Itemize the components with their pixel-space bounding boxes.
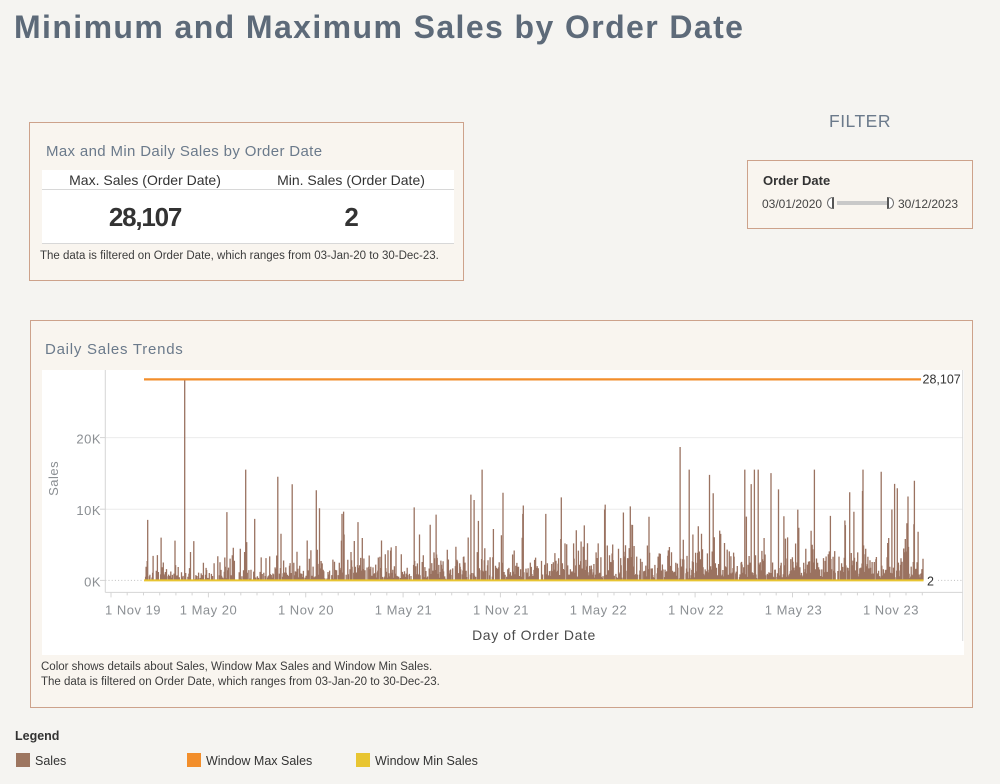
svg-text:1 May 22: 1 May 22 (570, 603, 627, 618)
svg-text:1 May 23: 1 May 23 (765, 603, 822, 618)
svg-text:1 Nov 23: 1 Nov 23 (863, 603, 919, 618)
svg-text:10K: 10K (76, 503, 101, 518)
svg-text:1 Nov 21: 1 Nov 21 (473, 603, 529, 618)
svg-text:1 May 20: 1 May 20 (180, 603, 237, 618)
svg-text:1 Nov 19: 1 Nov 19 (105, 603, 161, 618)
svg-text:1 Nov 20: 1 Nov 20 (278, 603, 334, 618)
svg-text:2: 2 (927, 575, 934, 589)
svg-text:1 Nov 22: 1 Nov 22 (668, 603, 724, 618)
svg-text:0K: 0K (84, 574, 101, 589)
svg-text:1 May 21: 1 May 21 (375, 603, 432, 618)
svg-text:28,107: 28,107 (923, 373, 961, 387)
svg-text:20K: 20K (76, 432, 101, 447)
svg-text:Day of Order Date: Day of Order Date (472, 627, 596, 643)
svg-text:Sales: Sales (46, 461, 61, 496)
